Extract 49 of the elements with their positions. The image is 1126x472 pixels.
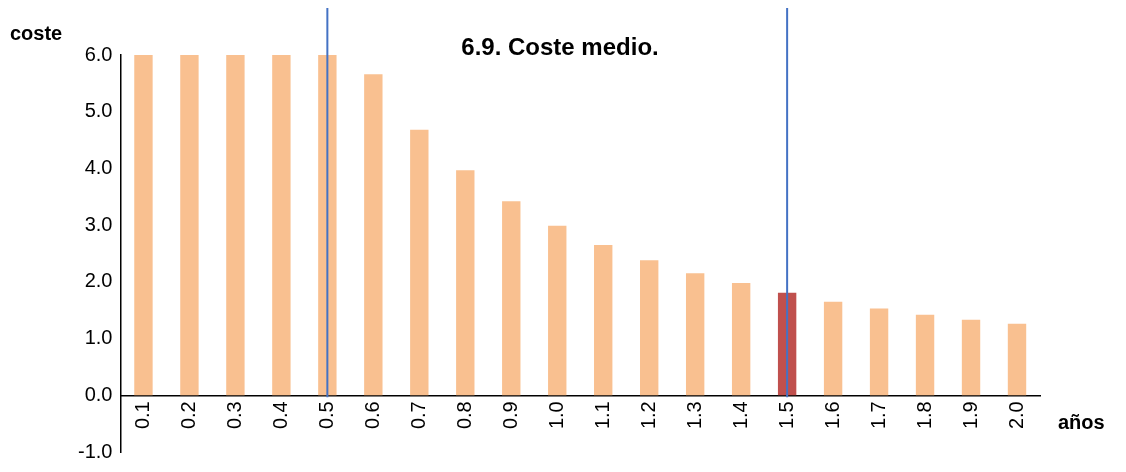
bar: [456, 170, 475, 396]
bar: [685, 273, 705, 396]
x-tick-label: 0.5: [314, 401, 337, 430]
bar: [134, 55, 153, 396]
x-tick-label: 0.2: [176, 401, 199, 430]
bar: [502, 201, 521, 396]
bar: [731, 282, 751, 396]
y-axis-title: coste: [10, 21, 63, 44]
bar: [410, 129, 429, 396]
x-tick-label: 1.6: [820, 401, 843, 430]
y-tick-label: 0.0: [84, 382, 113, 405]
x-tick-label: 0.9: [498, 401, 521, 430]
x-tick-label: 2.0: [1004, 401, 1027, 430]
x-tick-label: 0.8: [452, 401, 475, 430]
bar: [1007, 323, 1027, 396]
x-tick-label: 1.2: [636, 401, 659, 430]
x-tick-label: 0.4: [268, 401, 291, 430]
x-tick-label: 0.1: [130, 401, 153, 430]
x-tick-label: 1.7: [866, 401, 889, 430]
bar: [548, 225, 567, 396]
bar: [869, 308, 889, 396]
x-tick-label: 1.0: [544, 401, 567, 430]
bar: [180, 55, 199, 396]
bar: [961, 319, 981, 396]
x-tick-label: 0.3: [222, 401, 245, 430]
bar: [823, 301, 843, 396]
y-tick-label: 4.0: [84, 155, 113, 178]
x-tick-label: 0.6: [360, 401, 383, 430]
x-tick-label: 1.5: [774, 401, 797, 430]
bar: [915, 314, 935, 396]
chart-title: 6.9. Coste medio.: [461, 32, 659, 60]
y-tick-label: 5.0: [84, 99, 113, 122]
x-tick-label: 1.3: [682, 401, 705, 430]
x-tick-label: 1.1: [590, 401, 613, 430]
y-tick-label: 1.0: [84, 326, 113, 349]
x-tick-label: 1.9: [958, 401, 981, 430]
bar: [640, 260, 659, 396]
bar: [272, 55, 291, 396]
x-tick-label: 1.4: [728, 401, 751, 430]
y-tick-label: 6.0: [84, 42, 113, 65]
bar: [594, 244, 613, 396]
x-axis-title: años: [1058, 410, 1105, 433]
x-tick-label: 0.7: [406, 401, 429, 430]
x-tick-label: 1.8: [912, 401, 935, 430]
bar: [226, 55, 245, 396]
y-tick-label: -1.0: [77, 439, 113, 462]
y-tick-label: 3.0: [84, 212, 113, 235]
y-tick-label: 2.0: [84, 269, 113, 292]
bar: [364, 74, 383, 396]
